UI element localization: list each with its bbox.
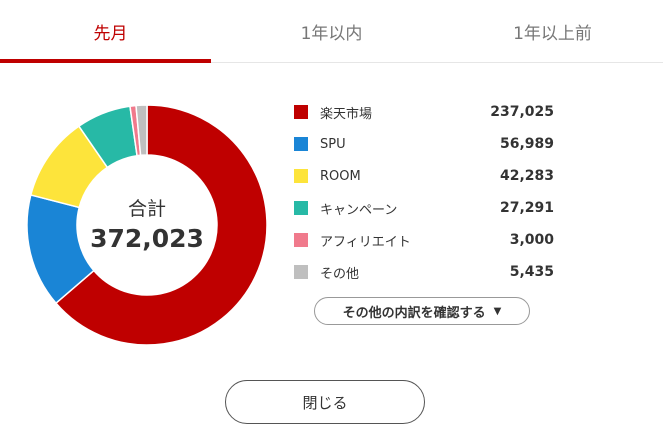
- legend-label: SPU: [320, 136, 346, 152]
- total-label: 合計: [127, 198, 166, 220]
- tab-over-one-year[interactable]: 1年以上前: [513, 23, 592, 44]
- legend-swatch: [294, 169, 308, 183]
- legend-swatch: [294, 137, 308, 151]
- legend-label: アフィリエイト: [320, 234, 411, 250]
- legend-value: 3,000: [509, 232, 554, 248]
- legend-swatch: [294, 201, 308, 215]
- legend-label: 楽天市場: [320, 106, 373, 122]
- legend-swatch: [294, 265, 308, 279]
- legend-label: ROOM: [320, 168, 361, 184]
- legend-value: 56,989: [499, 136, 554, 152]
- legend-value: 27,291: [499, 200, 554, 216]
- points-donut-chart: [26, 104, 268, 346]
- total-value: 372,023: [90, 224, 204, 253]
- donut-svg: [26, 104, 268, 346]
- legend-label: キャンペーン: [320, 202, 398, 218]
- legend-value: 5,435: [509, 264, 554, 280]
- close-button[interactable]: 閉じる: [225, 380, 425, 424]
- view-other-breakdown-label: その他の内訳を確認する: [342, 305, 486, 321]
- donut-slice-5: [135, 104, 148, 157]
- legend-swatch: [294, 105, 308, 119]
- caret-down-icon: ▼: [493, 305, 502, 317]
- legend-row-other: その他 5,435: [294, 256, 554, 288]
- legend: 楽天市場 237,025 SPU 56,989 ROOM 42,283 キャンペ…: [294, 96, 554, 288]
- tab-within-one-year[interactable]: 1年以内: [300, 23, 363, 44]
- tab-last-month[interactable]: 先月: [0, 0, 221, 63]
- legend-row-room: ROOM 42,283: [294, 160, 554, 192]
- legend-swatch: [294, 233, 308, 247]
- legend-row-spu: SPU 56,989: [294, 128, 554, 160]
- period-tabs: 先月 1年以内 1年以上前: [0, 0, 663, 63]
- legend-value: 237,025: [490, 104, 554, 120]
- legend-row-campaign: キャンペーン 27,291: [294, 192, 554, 224]
- legend-row-affiliate: アフィリエイト 3,000: [294, 224, 554, 256]
- donut-slice-0: [54, 104, 268, 346]
- legend-label: その他: [320, 266, 360, 282]
- legend-row-rakuten-ichiba: 楽天市場 237,025: [294, 96, 554, 128]
- legend-value: 42,283: [499, 168, 554, 184]
- view-other-breakdown-button[interactable]: その他の内訳を確認する ▼: [314, 297, 530, 325]
